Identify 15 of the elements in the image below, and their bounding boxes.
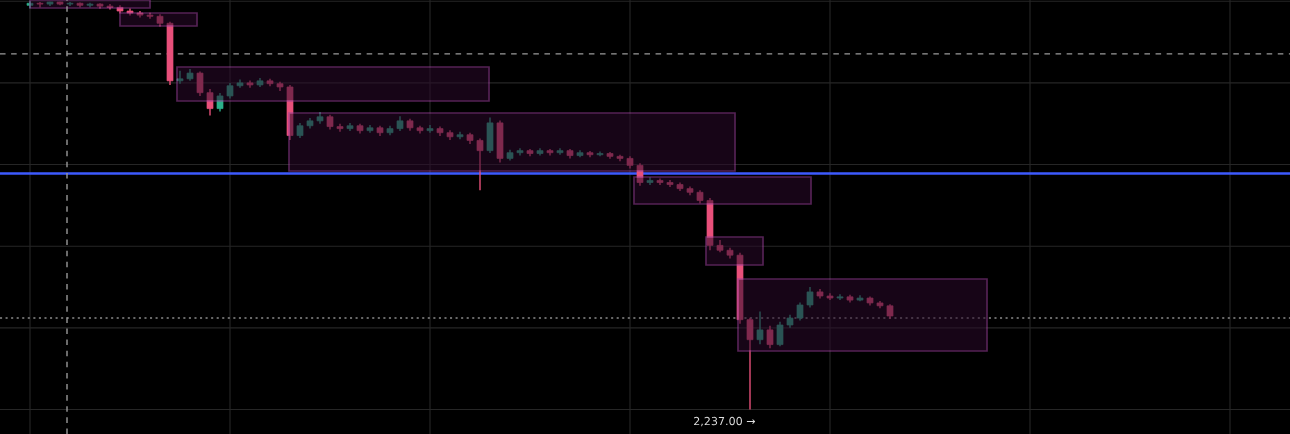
candlestick (806, 286, 814, 309)
candlestick (766, 325, 774, 349)
candlestick (476, 137, 484, 191)
candlestick (756, 310, 764, 345)
candlestick (746, 316, 754, 411)
candlestick (636, 162, 644, 187)
text: 2,237.00 → (694, 416, 756, 427)
candlestick (776, 321, 784, 347)
candlestick (206, 88, 214, 117)
candlestick (216, 92, 224, 113)
candlestick (426, 124, 434, 134)
candlestick (176, 69, 184, 85)
candlestick (516, 147, 524, 157)
candlestick (196, 70, 204, 97)
candlestick (336, 123, 344, 133)
